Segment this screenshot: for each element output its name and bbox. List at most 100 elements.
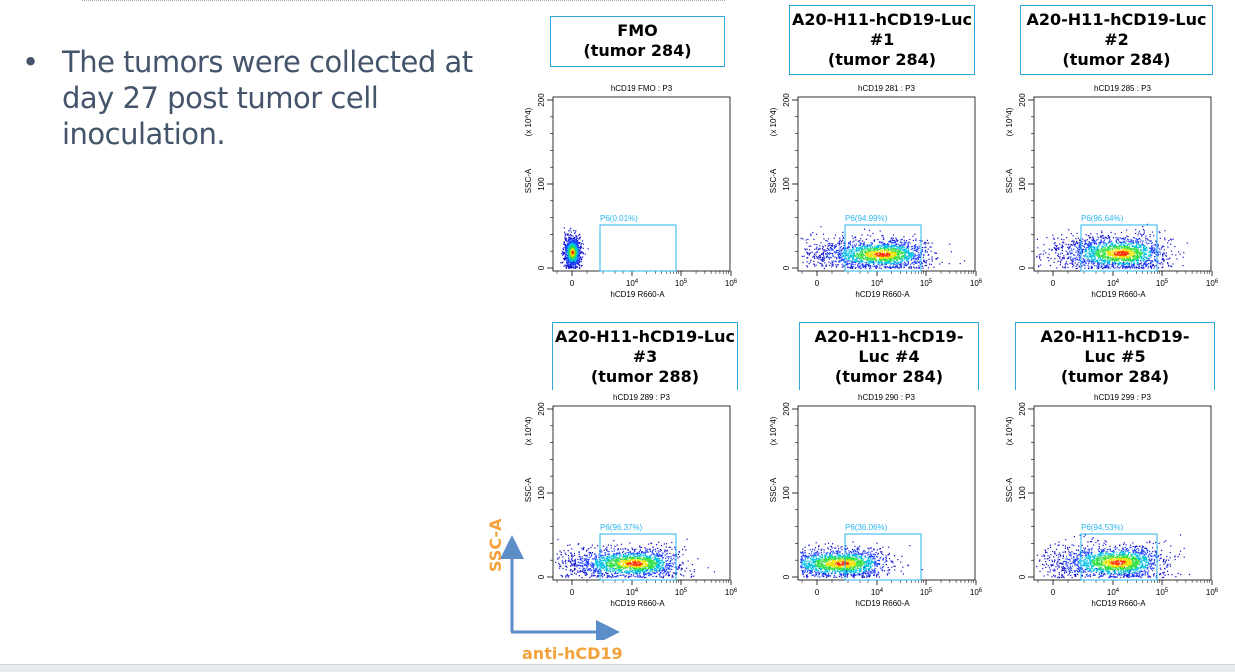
- data-point: [859, 258, 860, 259]
- data-point: [571, 259, 572, 260]
- data-point: [1063, 239, 1064, 240]
- data-point: [869, 262, 870, 263]
- data-point: [573, 242, 574, 243]
- data-point: [879, 265, 880, 266]
- x-axis-label: hCD19 R660-A: [610, 290, 665, 299]
- data-point: [1084, 244, 1085, 245]
- exponent: 5: [1165, 279, 1169, 285]
- data-point: [1060, 264, 1061, 265]
- data-point: [809, 246, 810, 247]
- y-axis-label: SSC-A: [524, 168, 533, 193]
- data-point: [1136, 256, 1137, 257]
- data-point: [1092, 249, 1093, 250]
- data-point: [1126, 266, 1127, 267]
- data-point: [1126, 235, 1127, 236]
- data-point: [574, 254, 575, 255]
- data-point: [863, 267, 864, 268]
- data-point: [1079, 266, 1080, 267]
- x-tick-label: 105: [675, 279, 688, 288]
- data-point: [1141, 267, 1142, 268]
- data-point: [582, 252, 583, 253]
- data-point: [883, 247, 884, 248]
- data-point: [1119, 262, 1120, 263]
- data-point: [1090, 237, 1091, 238]
- data-point: [884, 256, 885, 257]
- data-point: [858, 245, 859, 246]
- data-point: [1050, 258, 1051, 259]
- data-point: [879, 255, 880, 256]
- data-point: [564, 227, 565, 228]
- data-point: [896, 243, 897, 244]
- data-point: [1137, 253, 1138, 254]
- data-point: [1151, 251, 1152, 252]
- data-point: [821, 242, 822, 243]
- data-point: [1110, 249, 1111, 250]
- data-point: [865, 268, 866, 269]
- data-point: [1149, 247, 1150, 248]
- data-point: [834, 238, 835, 239]
- data-point: [1078, 262, 1079, 263]
- data-point: [893, 238, 894, 239]
- data-point: [1151, 243, 1152, 244]
- data-point: [1128, 257, 1129, 258]
- data-point: [860, 258, 861, 259]
- data-point: [842, 264, 843, 265]
- data-point: [882, 242, 883, 243]
- data-point: [1178, 251, 1179, 252]
- data-point: [836, 257, 837, 258]
- data-point: [1107, 248, 1108, 249]
- data-point: [806, 239, 807, 240]
- data-point: [1157, 247, 1158, 248]
- data-point: [864, 251, 865, 252]
- data-point: [1107, 249, 1108, 250]
- data-point: [1164, 253, 1165, 254]
- data-point: [894, 240, 895, 241]
- data-point: [853, 266, 854, 267]
- data-point: [913, 256, 914, 257]
- data-point: [1103, 238, 1104, 239]
- data-point: [1054, 239, 1055, 240]
- data-point: [837, 250, 838, 251]
- data-point: [902, 239, 903, 240]
- data-point: [1059, 256, 1060, 257]
- data-point: [1098, 253, 1099, 254]
- data-point: [1150, 236, 1151, 237]
- data-point: [925, 252, 926, 253]
- data-point: [1160, 238, 1161, 239]
- data-point: [893, 264, 894, 265]
- data-point: [884, 266, 885, 267]
- data-point: [882, 248, 883, 249]
- data-point: [1174, 246, 1175, 247]
- data-point: [824, 268, 825, 269]
- data-point: [1106, 250, 1107, 251]
- data-point: [864, 229, 865, 230]
- data-point: [568, 247, 569, 248]
- data-point: [1145, 262, 1146, 263]
- data-point: [1100, 258, 1101, 259]
- data-point: [913, 264, 914, 265]
- data-point: [896, 265, 897, 266]
- data-point: [1153, 251, 1154, 252]
- data-point: [1101, 232, 1102, 233]
- data-point: [805, 249, 806, 250]
- data-point: [928, 254, 929, 255]
- data-point: [932, 243, 933, 244]
- data-point: [892, 242, 893, 243]
- data-point: [868, 246, 869, 247]
- data-point: [893, 263, 894, 264]
- data-point: [911, 256, 912, 257]
- data-point: [918, 256, 919, 257]
- data-point: [1109, 242, 1110, 243]
- data-point: [842, 256, 843, 257]
- data-point: [874, 263, 875, 264]
- data-point: [883, 245, 884, 246]
- data-point: [1182, 265, 1183, 266]
- data-point: [564, 242, 565, 243]
- data-point: [561, 253, 562, 254]
- data-point: [1085, 241, 1086, 242]
- data-point: [1087, 255, 1088, 256]
- data-point: [1171, 251, 1172, 252]
- data-point: [1048, 260, 1049, 261]
- data-point: [1075, 252, 1076, 253]
